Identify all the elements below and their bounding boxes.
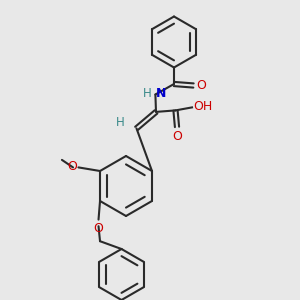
Text: N: N — [155, 87, 166, 100]
Text: O: O — [172, 130, 182, 143]
Text: O: O — [94, 222, 103, 235]
Text: O: O — [67, 160, 77, 173]
Text: H: H — [143, 87, 152, 100]
Text: O: O — [196, 79, 206, 92]
Text: H: H — [116, 116, 124, 130]
Text: OH: OH — [194, 100, 213, 113]
